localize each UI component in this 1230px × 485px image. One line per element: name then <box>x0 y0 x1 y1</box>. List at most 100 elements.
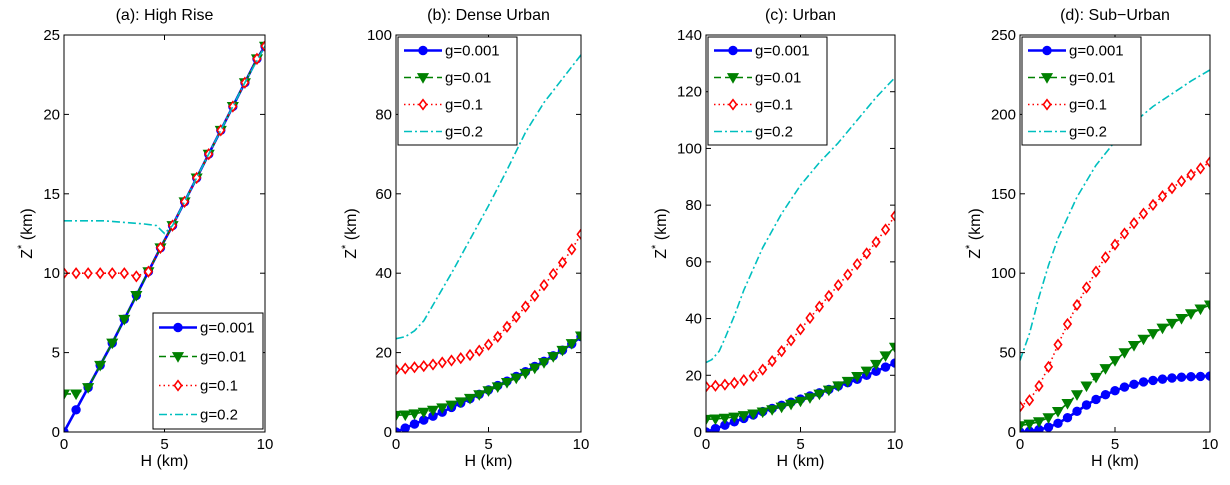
data-point-g=0.01 <box>399 410 412 422</box>
y-tick-label: 250 <box>991 27 1016 44</box>
data-point-g=0.1 <box>511 310 521 324</box>
data-point-g=0.001 <box>1205 371 1210 381</box>
data-point-g=0.1 <box>1167 182 1177 195</box>
x-tick-label: 10 <box>887 436 904 453</box>
data-point-g=0.1 <box>95 267 105 280</box>
y-axis-label-sup: * <box>650 244 662 249</box>
data-point-g=0.01 <box>860 366 873 378</box>
legend: g=0.001 g=0.01 g=0.1 g=0.2 <box>152 312 264 430</box>
data-point-g=0.1 <box>409 361 420 374</box>
legend: g=0.001 g=0.01 g=0.1 g=0.2 <box>397 36 518 146</box>
data-point-g=0.01 <box>500 377 514 389</box>
data-point-g=0.1 <box>880 223 891 236</box>
chart-panel-1: 0 5 10 0 5 10 15 20 25 (a): High Rise H (km) Z* (km… <box>16 7 273 470</box>
data-point-g=0.001 <box>400 423 410 432</box>
y-tick-label: 200 <box>991 106 1016 123</box>
data-point-g=0.1 <box>1186 168 1196 181</box>
legend-label: g=0.01 <box>1069 70 1115 87</box>
legend-label: g=0.01 <box>755 70 801 87</box>
y-tick-label: 20 <box>375 345 392 362</box>
legend-box <box>1021 36 1142 146</box>
data-point-g=0.1 <box>795 323 806 336</box>
chart-title: (a): High Rise <box>116 7 214 24</box>
y-axis-label-sup: * <box>16 244 28 249</box>
data-point-g=0.1 <box>706 380 711 393</box>
data-point-g=0.1 <box>710 379 721 392</box>
data-point-g=0.001 <box>1100 389 1111 400</box>
data-point-g=0.001 <box>1053 418 1063 428</box>
y-tick-label: 5 <box>52 345 60 362</box>
legend-label: g=0.1 <box>200 378 238 395</box>
data-point-g=0.01 <box>766 405 779 416</box>
data-point-g=0.01 <box>737 411 750 422</box>
legend-marker-g=0.001 <box>728 45 738 56</box>
y-axis-label-main: Z <box>653 249 670 259</box>
data-point-g=0.1 <box>1176 174 1187 188</box>
series-group <box>64 39 265 432</box>
y-tick-label: 10 <box>43 265 60 282</box>
data-point-g=0.01 <box>1156 323 1169 335</box>
y-tick-label: 25 <box>43 27 60 44</box>
chart-title: (b): Dense Urban <box>427 7 550 24</box>
data-point-g=0.01 <box>1089 372 1103 384</box>
data-point-g=0.001 <box>1157 374 1168 384</box>
x-tick-label: 5 <box>484 436 492 453</box>
y-axis-label-unit: (km) <box>343 208 360 244</box>
data-point-g=0.01 <box>436 403 449 414</box>
data-point-g=0.001 <box>1062 413 1073 423</box>
data-point-g=0.001 <box>1138 377 1149 387</box>
data-point-g=0.1 <box>131 270 141 283</box>
data-point-g=0.1 <box>396 363 401 376</box>
data-point-g=0.01 <box>426 405 440 417</box>
data-point-g=0.01 <box>718 413 731 425</box>
data-point-g=0.1 <box>456 352 466 365</box>
y-tick-label: 0 <box>694 424 702 441</box>
y-axis-label: Z* (km) <box>650 208 670 259</box>
y-axis-label-main: Z <box>343 249 360 259</box>
y-tick-label: 20 <box>43 106 60 123</box>
data-point-g=0.001 <box>1186 372 1196 382</box>
x-tick-label: 0 <box>702 436 710 453</box>
data-point-g=0.1 <box>71 267 81 280</box>
data-point-g=0.01 <box>1061 399 1074 410</box>
data-point-g=0.1 <box>446 354 457 367</box>
x-tick-label: 5 <box>160 436 168 453</box>
data-point-g=0.001 <box>1176 372 1187 382</box>
data-point-g=0.01 <box>775 402 788 414</box>
data-point-g=0.1 <box>1053 338 1063 351</box>
legend-label: g=0.1 <box>1069 97 1107 114</box>
y-tick-label: 0 <box>52 424 60 441</box>
data-point-g=0.001 <box>1129 379 1139 390</box>
data-point-g=0.01 <box>473 390 486 401</box>
data-point-g=0.01 <box>1080 381 1093 393</box>
x-tick-label: 10 <box>257 436 274 453</box>
y-axis-label-main: Z <box>19 249 36 259</box>
data-point-g=0.01 <box>1137 334 1150 346</box>
legend-box <box>707 36 828 146</box>
series-line-g=0.2 <box>64 45 265 235</box>
data-point-g=0.01 <box>510 373 523 385</box>
legend-marker-g=0.001 <box>418 45 428 56</box>
data-point-g=0.1 <box>576 228 581 241</box>
data-point-g=0.01 <box>417 407 430 419</box>
legend-label: g=0.001 <box>200 320 255 337</box>
series-group <box>396 54 581 432</box>
data-point-g=0.1 <box>83 267 93 280</box>
data-point-g=0.1 <box>548 267 558 281</box>
data-point-g=0.01 <box>794 396 807 408</box>
legend-marker-g=0.1 <box>1042 98 1052 111</box>
data-point-g=0.01 <box>1032 417 1046 428</box>
data-point-g=0.01 <box>1051 406 1065 418</box>
legend-label: g=0.01 <box>445 70 491 87</box>
data-point-g=0.01 <box>1099 364 1112 375</box>
legend-label: g=0.2 <box>755 124 793 141</box>
legend-label: g=0.001 <box>445 43 500 60</box>
data-point-g=0.01 <box>709 414 722 426</box>
data-point-g=0.01 <box>870 359 883 371</box>
x-tick-label: 10 <box>573 436 590 453</box>
legend-marker-g=0.1 <box>418 98 428 111</box>
data-point-g=0.1 <box>1157 190 1168 203</box>
y-tick-label: 50 <box>999 345 1016 362</box>
